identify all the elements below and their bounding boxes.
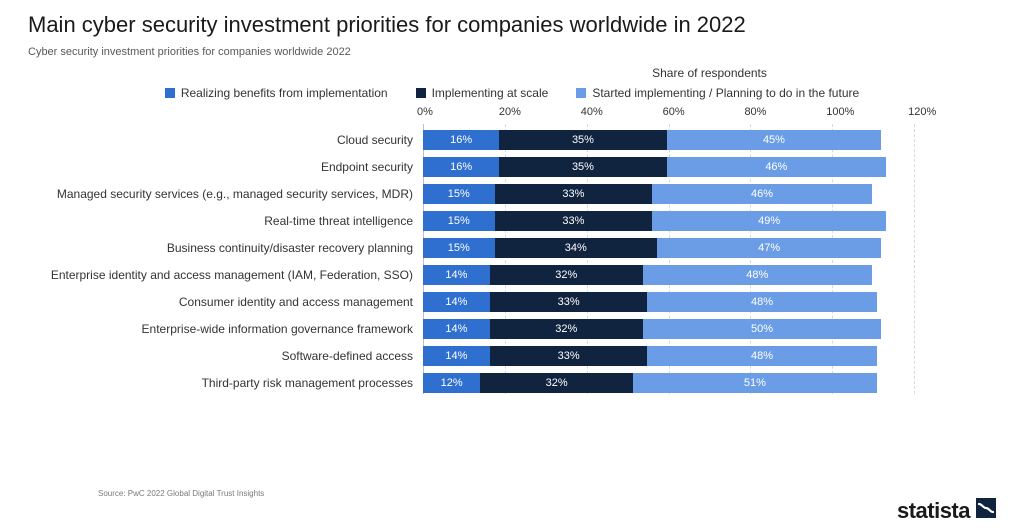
stacked-bar: 14%33%48% (423, 346, 996, 366)
legend: Realizing benefits from implementation I… (28, 86, 996, 100)
source-line: Source: PwC 2022 Global Digital Trust In… (98, 489, 264, 498)
legend-swatch-1 (416, 88, 426, 98)
bar-segment: 14% (423, 265, 490, 285)
category-label: Third-party risk management processes (28, 376, 423, 390)
bar-segment: 35% (499, 130, 666, 150)
x-axis-ticks: 0%20%40%60%80%100%120% (423, 106, 996, 124)
bar-segment: 33% (495, 184, 653, 204)
stacked-bar: 15%33%46% (423, 184, 996, 204)
category-label: Managed security services (e.g., managed… (28, 187, 423, 201)
bar-segment: 33% (490, 346, 648, 366)
stacked-bar: 15%33%49% (423, 211, 996, 231)
legend-item-0: Realizing benefits from implementation (165, 86, 388, 100)
bar-track: 16%35%46% (423, 153, 996, 180)
bar-segment: 48% (647, 346, 876, 366)
bar-segment: 33% (490, 292, 648, 312)
legend-swatch-2 (576, 88, 586, 98)
stacked-bar: 15%34%47% (423, 238, 996, 258)
stacked-bar: 14%33%48% (423, 292, 996, 312)
bar-track: 14%32%50% (423, 315, 996, 342)
page-title: Main cyber security investment prioritie… (28, 12, 996, 38)
bar-segment: 51% (633, 373, 877, 393)
bar-segment: 32% (480, 373, 633, 393)
bar-segment: 49% (652, 211, 886, 231)
table-row: Managed security services (e.g., managed… (28, 180, 996, 207)
bar-segment: 15% (423, 238, 495, 258)
legend-label-1: Implementing at scale (432, 86, 549, 100)
bar-segment: 16% (423, 130, 499, 150)
bar-segment: 48% (647, 292, 876, 312)
bar-track: 15%34%47% (423, 234, 996, 261)
statista-logo: statista (897, 498, 996, 524)
x-tick: 100% (826, 106, 908, 124)
bar-segment: 50% (643, 319, 882, 339)
category-label: Business continuity/disaster recovery pl… (28, 241, 423, 255)
category-label: Cloud security (28, 133, 423, 147)
x-tick: 120% (908, 106, 990, 124)
chart-body: 0%20%40%60%80%100%120% (28, 106, 996, 126)
bar-segment: 34% (495, 238, 657, 258)
stacked-bar: 14%32%48% (423, 265, 996, 285)
x-tick: 60% (663, 106, 745, 124)
category-label: Consumer identity and access management (28, 295, 423, 309)
table-row: Real-time threat intelligence15%33%49% (28, 207, 996, 234)
x-tick: 40% (581, 106, 663, 124)
bar-segment: 15% (423, 211, 495, 231)
bar-segment: 14% (423, 292, 490, 312)
legend-label-2: Started implementing / Planning to do in… (592, 86, 859, 100)
stacked-bar: 16%35%45% (423, 130, 996, 150)
bar-segment: 12% (423, 373, 480, 393)
bar-segment: 35% (499, 157, 666, 177)
category-label: Enterprise identity and access managemen… (28, 268, 423, 282)
bar-segment: 32% (490, 319, 643, 339)
table-row: Business continuity/disaster recovery pl… (28, 234, 996, 261)
bar-segment: 45% (667, 130, 882, 150)
table-row: Consumer identity and access management1… (28, 288, 996, 315)
category-label: Enterprise-wide information governance f… (28, 322, 423, 336)
stacked-bar: 12%32%51% (423, 373, 996, 393)
page-subtitle: Cyber security investment priorities for… (28, 46, 996, 58)
table-row: Third-party risk management processes12%… (28, 369, 996, 396)
bar-track: 12%32%51% (423, 369, 996, 396)
bar-segment: 47% (657, 238, 881, 258)
x-tick: 80% (744, 106, 826, 124)
category-label: Real-time threat intelligence (28, 214, 423, 228)
legend-swatch-0 (165, 88, 175, 98)
x-tick: 20% (499, 106, 581, 124)
category-label: Endpoint security (28, 160, 423, 174)
axis-title: Share of respondents (423, 66, 996, 80)
table-row: Enterprise identity and access managemen… (28, 261, 996, 288)
chart-container: Main cyber security investment prioritie… (0, 0, 1024, 530)
bar-track: 14%32%48% (423, 261, 996, 288)
logo-mark-icon (976, 498, 996, 518)
bar-segment: 15% (423, 184, 495, 204)
bar-track: 14%33%48% (423, 342, 996, 369)
x-tick: 0% (417, 106, 499, 124)
logo-text: statista (897, 498, 970, 524)
legend-item-1: Implementing at scale (416, 86, 549, 100)
table-row: Endpoint security16%35%46% (28, 153, 996, 180)
bar-segment: 32% (490, 265, 643, 285)
bar-segment: 46% (652, 184, 872, 204)
bar-rows: Cloud security16%35%45%Endpoint security… (28, 126, 996, 396)
bar-track: 14%33%48% (423, 288, 996, 315)
table-row: Software-defined access14%33%48% (28, 342, 996, 369)
bar-segment: 14% (423, 319, 490, 339)
category-label: Software-defined access (28, 349, 423, 363)
bar-track: 15%33%49% (423, 207, 996, 234)
bar-segment: 48% (643, 265, 872, 285)
bar-segment: 33% (495, 211, 653, 231)
stacked-bar: 16%35%46% (423, 157, 996, 177)
bar-segment: 16% (423, 157, 499, 177)
table-row: Enterprise-wide information governance f… (28, 315, 996, 342)
legend-label-0: Realizing benefits from implementation (181, 86, 388, 100)
bar-track: 15%33%46% (423, 180, 996, 207)
bar-segment: 14% (423, 346, 490, 366)
table-row: Cloud security16%35%45% (28, 126, 996, 153)
bar-track: 16%35%45% (423, 126, 996, 153)
bar-segment: 46% (667, 157, 887, 177)
legend-item-2: Started implementing / Planning to do in… (576, 86, 859, 100)
stacked-bar: 14%32%50% (423, 319, 996, 339)
